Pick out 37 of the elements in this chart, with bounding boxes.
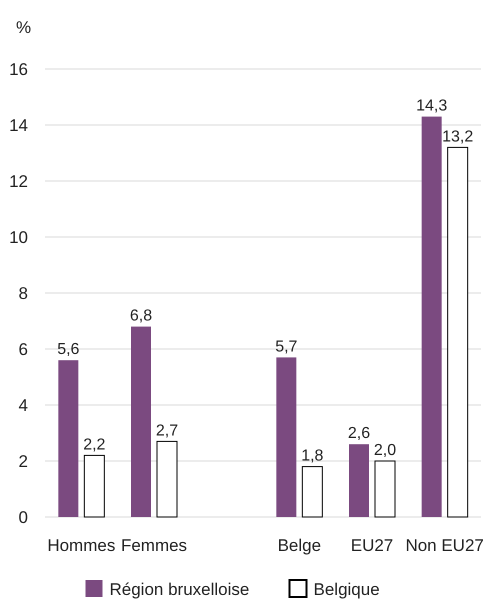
data-label: 13,2 xyxy=(442,128,474,146)
bar xyxy=(349,444,369,517)
data-label: 1,8 xyxy=(301,448,324,465)
y-tick-label: 14 xyxy=(9,116,28,135)
x-tick-label: Femmes xyxy=(120,536,188,555)
data-label: 2,7 xyxy=(156,422,178,440)
bar xyxy=(58,360,78,517)
data-label: 14,3 xyxy=(416,98,448,115)
legend-label: Belgique xyxy=(314,580,380,599)
bar xyxy=(302,466,323,518)
data-label: 2,6 xyxy=(348,425,370,442)
data-label: 2,0 xyxy=(374,442,396,459)
y-axis-title: % xyxy=(16,18,32,37)
bar xyxy=(422,116,442,517)
y-tick-label: 4 xyxy=(18,396,28,415)
bar xyxy=(447,146,468,518)
y-tick-label: 16 xyxy=(9,60,28,79)
bar xyxy=(374,460,396,518)
x-tick-label: EU27 xyxy=(350,536,394,555)
bar xyxy=(84,454,105,518)
x-tick-label: Hommes xyxy=(47,536,116,555)
data-label: 6,8 xyxy=(130,308,152,325)
y-tick-label: 6 xyxy=(18,340,28,359)
y-tick-label: 10 xyxy=(9,228,28,247)
y-tick-label: 8 xyxy=(18,284,28,303)
y-tick-label: 2 xyxy=(18,452,28,471)
x-tick-label: Non EU27 xyxy=(405,536,484,555)
data-label: 5,6 xyxy=(57,341,80,358)
y-tick-label: 12 xyxy=(9,172,28,191)
bar xyxy=(276,357,296,517)
y-tick-label: 0 xyxy=(18,508,28,527)
bar xyxy=(156,440,178,518)
data-label: 2,2 xyxy=(83,436,106,454)
legend-label: Région bruxelloise xyxy=(110,580,250,599)
bar xyxy=(131,326,151,517)
data-label: 5,7 xyxy=(275,338,298,356)
x-tick-label: Belge xyxy=(278,536,322,555)
